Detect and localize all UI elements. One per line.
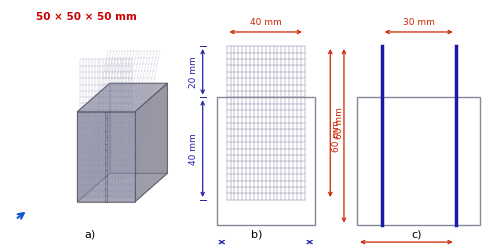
Text: 50 × 50 × 50 mm: 50 × 50 × 50 mm — [36, 12, 137, 22]
Polygon shape — [78, 83, 168, 112]
Text: 40 mm: 40 mm — [189, 133, 198, 165]
Bar — [217, 97, 314, 226]
Text: c): c) — [412, 230, 422, 240]
Text: b): b) — [250, 230, 262, 240]
Text: a): a) — [84, 230, 96, 240]
Polygon shape — [78, 83, 110, 202]
Text: 60 mm: 60 mm — [332, 120, 340, 152]
Polygon shape — [110, 83, 168, 173]
Bar — [217, 97, 314, 226]
Polygon shape — [78, 112, 135, 202]
Text: 40 mm: 40 mm — [250, 18, 282, 27]
Bar — [357, 97, 480, 226]
Polygon shape — [135, 83, 168, 202]
Text: 20 mm: 20 mm — [189, 56, 198, 88]
Text: 30 mm: 30 mm — [402, 18, 434, 27]
Polygon shape — [78, 173, 168, 202]
Text: 60 mm: 60 mm — [335, 107, 344, 139]
